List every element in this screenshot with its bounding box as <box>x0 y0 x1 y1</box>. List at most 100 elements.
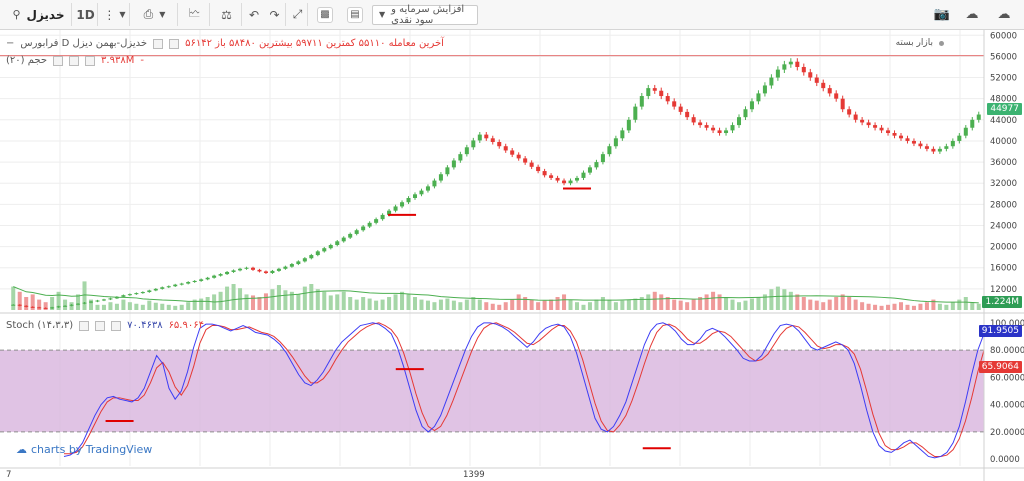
undo-button[interactable]: ↶ <box>244 3 264 26</box>
indicators-icon: 🗠 <box>188 6 201 20</box>
candle-body <box>801 66 806 73</box>
candle-body <box>127 294 132 296</box>
stoch-axis-tick: 60.0000 <box>990 373 1024 383</box>
candle-body <box>257 269 262 272</box>
candle-body <box>348 233 353 238</box>
volume-bar <box>205 297 210 310</box>
volume-bar <box>542 300 547 310</box>
candle-body <box>665 96 670 102</box>
volume-value: ۳.۹۳۸M <box>101 55 135 66</box>
close-icon[interactable] <box>169 38 180 49</box>
volume-bar <box>134 303 139 310</box>
volume-bar <box>698 297 703 310</box>
time-axis-label: 1399 <box>463 470 485 480</box>
stoch-title: Stoch (۱۴،۳،۳) <box>6 320 74 331</box>
volume-bar <box>600 297 605 310</box>
price-axis-tick: 24000 <box>990 221 1017 231</box>
redo-button[interactable]: ↷ <box>264 3 286 26</box>
stoch-axis-tick: 100.0000 <box>990 319 1024 329</box>
candle-body <box>762 85 767 94</box>
close-icon[interactable] <box>85 55 96 66</box>
candle-body <box>263 271 268 274</box>
volume-bar <box>782 289 787 310</box>
volume-bar <box>419 299 424 310</box>
cloud-download-button[interactable]: ☁ <box>990 3 1018 26</box>
cloud-upload-button[interactable]: ☁ <box>958 3 986 26</box>
visibility-icon[interactable] <box>53 55 64 66</box>
candle-body <box>860 119 865 123</box>
candle-body <box>484 134 489 139</box>
candle-body <box>192 280 197 282</box>
volume-bar <box>464 299 469 310</box>
price-axis-tick: 48000 <box>990 95 1017 105</box>
settings-icon[interactable] <box>95 320 106 331</box>
volume-bar <box>484 302 489 310</box>
volume-bar <box>76 294 81 310</box>
volume-bar <box>879 305 884 310</box>
interval-button[interactable]: 1D <box>74 3 98 26</box>
price-axis-tick: 16000 <box>990 264 1017 274</box>
volume-bar <box>866 303 871 310</box>
candle-body <box>892 133 897 136</box>
candle-body <box>503 146 508 151</box>
settings-icon[interactable] <box>153 38 164 49</box>
symbol-search[interactable]: ⚲ خدیزل <box>6 3 72 26</box>
candle-body <box>244 267 249 269</box>
volume-bar <box>536 302 541 310</box>
screenshot-button[interactable]: 📷 <box>928 3 956 26</box>
candle-body <box>17 304 22 306</box>
volume-bar <box>523 297 528 310</box>
volume-bar <box>225 286 230 310</box>
volume-bar <box>354 299 359 310</box>
volume-bar <box>724 297 729 310</box>
more-menu-button[interactable]: ⋮ ▼ <box>100 3 130 26</box>
settings-icon[interactable] <box>69 55 80 66</box>
tradingview-branding[interactable]: ☁ charts by TradingView <box>16 443 152 456</box>
candle-body <box>523 158 528 163</box>
candle-body <box>309 255 314 259</box>
price-axis-tick: 56000 <box>990 52 1017 62</box>
candle-body <box>549 175 554 178</box>
fullscreen-icon: ⤢ <box>292 7 303 21</box>
collapse-icon[interactable]: − <box>6 38 15 49</box>
volume-bar <box>218 291 223 310</box>
candle-body <box>568 180 573 184</box>
candle-body <box>834 93 839 99</box>
chart-canvas[interactable]: 60000 56000 52000 48000 44000 40000 36000 32000… <box>0 30 1024 481</box>
candle-body <box>724 130 729 134</box>
compare-button[interactable]: ⚖ <box>212 3 242 26</box>
volume-bar <box>63 299 68 310</box>
volume-bar <box>56 291 61 310</box>
candle-body <box>322 248 327 252</box>
volume-bar <box>555 297 560 310</box>
candle-body <box>516 154 521 159</box>
volume-bar <box>834 297 839 310</box>
time-axis-label: 7 <box>6 470 11 480</box>
volume-bar <box>775 286 780 310</box>
volume-bar <box>147 300 152 310</box>
ohlc-values: ۵۶۱۴۲ آخرین معامله ۵۵۱۱۰ کمترین ۵۹۷۱۱ بی… <box>185 38 444 49</box>
chart-type-button[interactable]: ⎙ ▼ <box>132 3 178 26</box>
save-icon: ▩ <box>317 6 333 23</box>
visibility-icon[interactable] <box>79 320 90 331</box>
volume-bar <box>691 299 696 310</box>
load-button[interactable]: ▤ <box>342 3 368 26</box>
candle-body <box>69 304 74 306</box>
indicators-select[interactable]: ▼ افزایش سرمایه و سود نقدی <box>372 3 478 26</box>
indicators-button[interactable]: 🗠 <box>180 3 210 26</box>
close-icon[interactable] <box>111 320 122 331</box>
candle-body <box>847 109 852 115</box>
save-button[interactable]: ▩ <box>312 3 338 26</box>
candle-body <box>140 292 145 294</box>
volume-bar <box>412 297 418 310</box>
volume-bar <box>568 299 573 310</box>
chart-area[interactable]: 60000 56000 52000 48000 44000 40000 36000 32000… <box>0 30 1024 481</box>
candle-body <box>412 194 418 198</box>
fullscreen-button[interactable]: ⤢ <box>288 3 308 26</box>
volume-bar <box>400 291 405 310</box>
volume-bar <box>173 305 178 310</box>
volume-bar <box>730 299 735 310</box>
volume-bar <box>659 294 664 310</box>
candle-body <box>101 299 106 301</box>
volume-bar <box>43 302 48 310</box>
